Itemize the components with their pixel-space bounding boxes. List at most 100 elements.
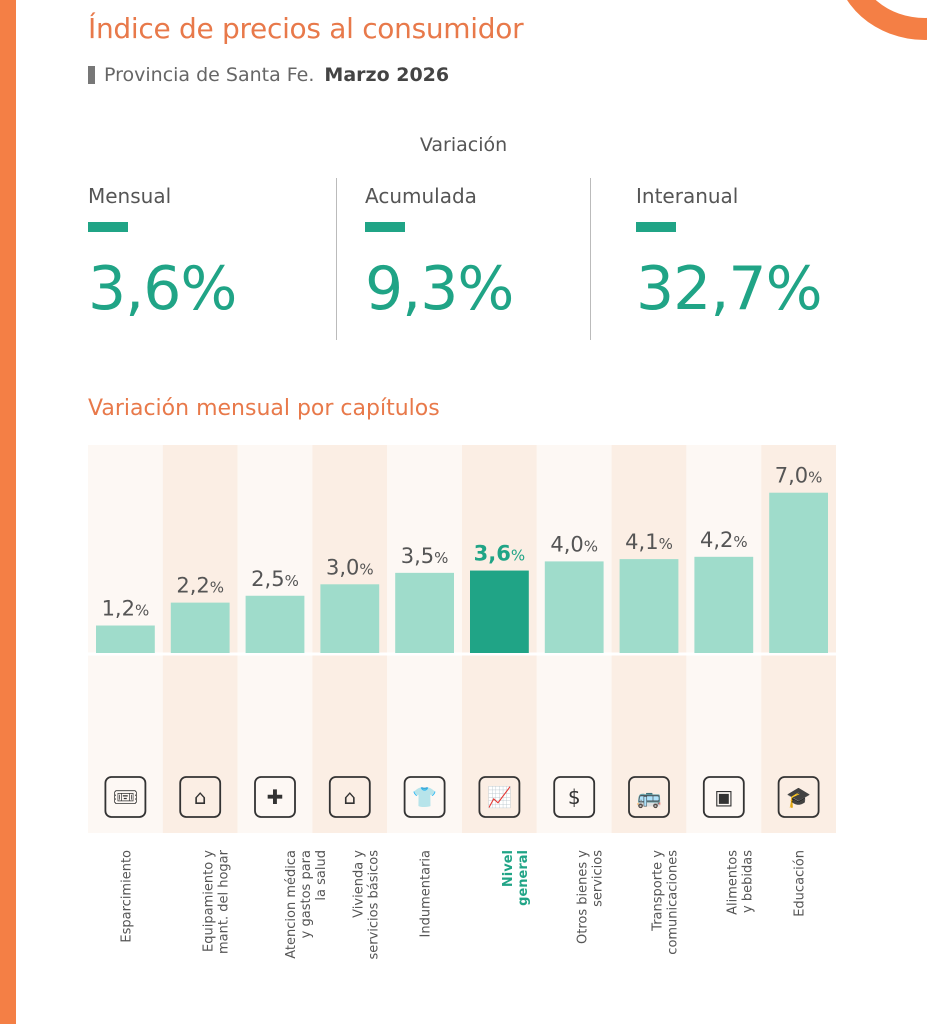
grocery-box-icon-glyph: ▣ (714, 785, 733, 809)
bar (96, 625, 155, 653)
category-label: Indumentaria (419, 850, 434, 937)
economy-chart-icon-glyph: 📈 (487, 785, 512, 809)
bar-value-label: 4,2% (700, 528, 748, 552)
bar (694, 556, 754, 653)
category-label: Esparcimiento (119, 850, 134, 943)
grocery-box-icon (702, 776, 745, 818)
bar-value-number: 4,0 (550, 532, 583, 556)
kpi-label: Mensual (88, 184, 172, 208)
category-label: Nivelgeneral (501, 850, 531, 906)
bar-value-number: 3,0 (326, 555, 359, 579)
category-label-line: Equipamiento y (202, 850, 217, 952)
bar-value-suffix: % (808, 469, 822, 487)
bar-value-suffix: % (733, 533, 747, 551)
category-label-line: servicios básicos (366, 850, 381, 960)
category-label: Equipamiento ymant. del hogar (202, 849, 232, 954)
kpi-mensual: Mensual 3,6% (88, 184, 237, 324)
kpi-dash (88, 222, 128, 232)
category-label-line: Alimentos (725, 850, 740, 915)
bar-value-number: 4,2 (700, 528, 733, 552)
category-label: Educación (793, 850, 808, 917)
bar-value-number: 2,2 (176, 574, 209, 598)
category-label-line: Indumentaria (419, 850, 434, 937)
house-dollar-icon (328, 776, 371, 818)
health-hands-icon-glyph: ✚ (267, 785, 284, 809)
hand-dollar-icon (553, 776, 596, 818)
category-label: Otros bienes yservicios (576, 850, 606, 944)
clothing-icon-glyph: 👕 (412, 785, 437, 809)
bar-value-label: 2,5% (251, 567, 299, 591)
category-label-line: y gastos para (299, 850, 314, 938)
bar-value-number: 4,1 (625, 530, 658, 554)
category-label-line: mant. del hogar (217, 849, 232, 954)
kpi-value: 3,6% (88, 254, 237, 324)
education-cap-icon-glyph: 🎓 (786, 785, 811, 809)
bar-value-number: 1,2 (102, 597, 135, 621)
subtitle-region: Provincia de Santa Fe. (104, 64, 315, 86)
bar-value-suffix: % (285, 572, 299, 590)
category-label: Transporte ycomunicaciones (651, 850, 681, 955)
category-label-line: y bebidas (740, 850, 755, 913)
bar-value-suffix: % (210, 579, 224, 597)
category-label-line: Otros bienes y (576, 850, 591, 944)
bar-value-number: 3,6 (474, 542, 511, 566)
bar-value-suffix: % (659, 535, 673, 553)
hand-dollar-icon-glyph: $ (568, 785, 581, 809)
bar-value-number: 7,0 (775, 464, 808, 488)
category-label-line: Nivel (501, 850, 516, 887)
kpi-value: 9,3% (365, 254, 514, 324)
category-label-line: comunicaciones (666, 850, 681, 955)
kpi-interanual: Interanual 32,7% (636, 184, 823, 324)
bar-value-label: 1,2% (102, 597, 150, 621)
kpi-label: Interanual (636, 184, 739, 208)
category-label: Vivienda yservicios básicos (351, 850, 381, 960)
left-accent-stripe (0, 0, 16, 1024)
transport-route-icon-glyph: 🚌 (637, 785, 662, 809)
category-label-line: Atencion médica (284, 850, 299, 959)
variation-heading: Variación (419, 134, 508, 156)
kpi-divider (336, 178, 337, 340)
house-dollar-icon-glyph: ⌂ (343, 785, 356, 809)
education-cap-icon (777, 776, 820, 818)
category-label: Atencion médicay gastos parala salud (284, 850, 329, 959)
category-label-line: Esparcimiento (119, 850, 134, 943)
bar-value-label: 3,5% (401, 544, 449, 568)
kpi-dash (365, 222, 405, 232)
bar-value-suffix: % (135, 602, 149, 620)
category-label-line: Transporte y (651, 850, 666, 932)
category-label-line: Educación (793, 850, 808, 917)
kpi-label: Acumulada (365, 184, 477, 208)
ticket-icon (104, 776, 147, 818)
house-wrench-icon (179, 776, 222, 818)
bar-value-number: 2,5 (251, 567, 284, 591)
bar-value-label: 3,6% (474, 542, 525, 566)
bar (395, 572, 454, 653)
chart-title: Variación mensual por capítulos (88, 396, 440, 421)
bar (320, 584, 380, 653)
bar (245, 595, 305, 653)
category-label-line: general (516, 850, 531, 906)
subtitle: Provincia de Santa Fe. Marzo 2026 (88, 64, 449, 86)
category-label-line: Vivienda y (351, 850, 366, 918)
house-wrench-icon-glyph: ⌂ (194, 785, 207, 809)
clothing-icon (403, 776, 446, 818)
kpi-divider (590, 178, 591, 340)
subtitle-period: Marzo 2026 (324, 64, 450, 86)
bar-value-label: 4,1% (625, 530, 673, 554)
category-label: Alimentosy bebidas (725, 850, 755, 915)
bar (470, 570, 529, 653)
bar (544, 561, 604, 653)
bar (170, 602, 230, 653)
bar-value-label: 4,0% (550, 532, 598, 556)
bar-value-label: 2,2% (176, 574, 224, 598)
transport-route-icon (628, 776, 670, 818)
category-label-line: la salud (314, 850, 329, 901)
bar-value-label: 7,0% (775, 464, 823, 488)
health-hands-icon (254, 776, 296, 818)
subtitle-marker (88, 66, 95, 84)
bar-value-suffix: % (511, 547, 525, 565)
bar-value-suffix: % (359, 560, 373, 578)
bar-value-suffix: % (584, 537, 598, 555)
page-title: Índice de precios al consumidor (88, 12, 524, 45)
